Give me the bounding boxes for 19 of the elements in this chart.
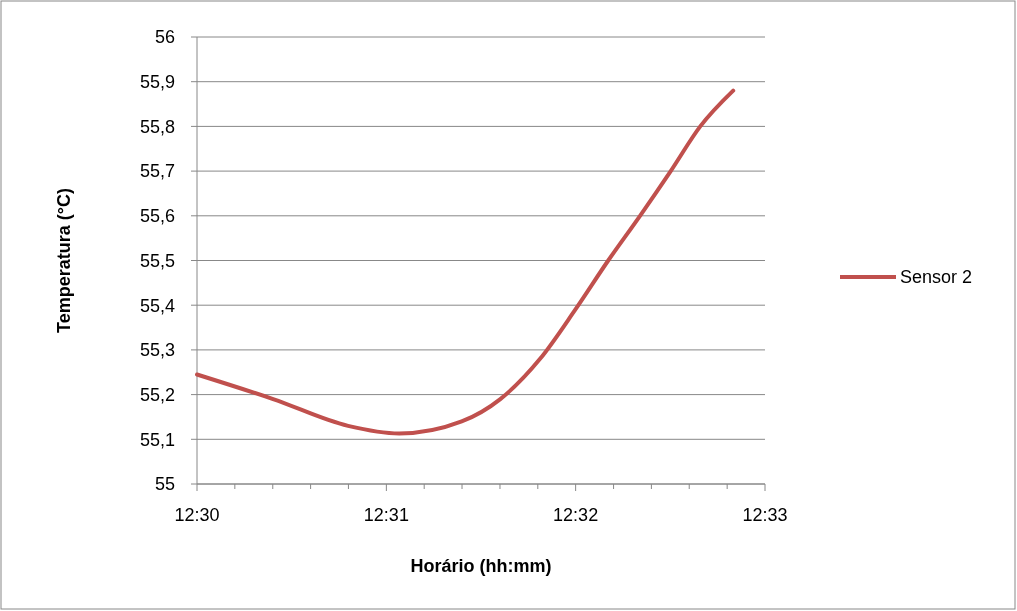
x-tick-label: 12:30	[174, 505, 220, 525]
y-tick-label: 55,6	[139, 206, 175, 227]
y-tick-label: 55	[154, 474, 175, 495]
y-tick-label: 55,5	[139, 250, 175, 271]
y-tick-label: 56	[154, 27, 175, 48]
y-tick-label: 55,1	[139, 429, 175, 450]
x-tick-label: 12:31	[363, 505, 409, 525]
legend-label: Sensor 2	[900, 267, 973, 288]
y-tick-label: 55,4	[139, 295, 175, 316]
y-tick-label: 55,2	[139, 384, 175, 405]
x-axis-title: Horário (hh:mm)	[410, 556, 552, 576]
x-tick-label: 12:32	[553, 505, 599, 525]
y-tick-label: 55,3	[139, 340, 175, 361]
line-series	[195, 88, 736, 436]
y-tick-label: 55,8	[139, 116, 175, 137]
y-axis-title: Temperatura (°C)	[54, 188, 74, 333]
x-tick-label: 12:33	[742, 505, 788, 525]
y-tick-label: 55,7	[139, 161, 175, 182]
y-tick-label: 55,9	[139, 72, 175, 92]
